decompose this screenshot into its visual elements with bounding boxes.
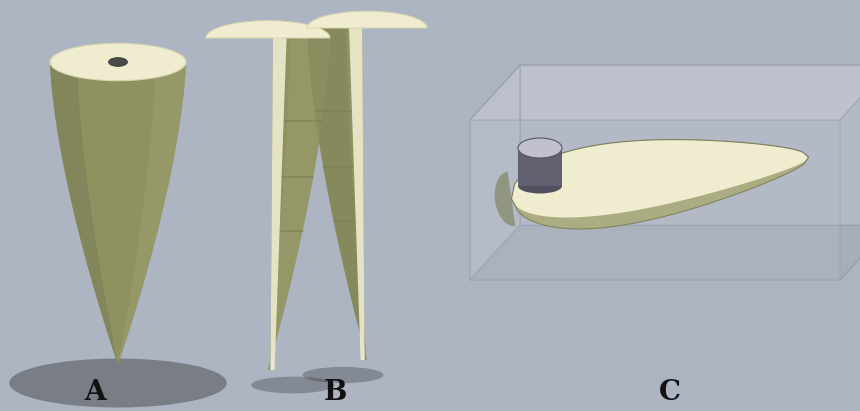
Ellipse shape <box>518 178 562 194</box>
Ellipse shape <box>50 43 186 81</box>
Polygon shape <box>512 157 808 229</box>
Polygon shape <box>118 62 186 365</box>
Polygon shape <box>268 38 330 370</box>
Polygon shape <box>518 148 562 186</box>
Ellipse shape <box>303 367 384 383</box>
Polygon shape <box>307 28 367 360</box>
Polygon shape <box>50 62 118 365</box>
Polygon shape <box>494 172 515 226</box>
Text: A: A <box>84 379 106 406</box>
Ellipse shape <box>9 358 227 407</box>
Polygon shape <box>512 140 808 229</box>
Polygon shape <box>307 28 367 360</box>
Ellipse shape <box>108 58 127 67</box>
Polygon shape <box>470 65 520 280</box>
Ellipse shape <box>518 138 562 158</box>
Polygon shape <box>271 38 286 370</box>
Text: B: B <box>323 379 347 406</box>
Polygon shape <box>206 21 330 38</box>
Polygon shape <box>470 65 860 120</box>
Ellipse shape <box>251 376 335 393</box>
Polygon shape <box>520 65 860 225</box>
Polygon shape <box>349 28 365 360</box>
Polygon shape <box>840 65 860 280</box>
Polygon shape <box>307 11 427 28</box>
Polygon shape <box>268 38 330 370</box>
Polygon shape <box>470 225 860 280</box>
Text: C: C <box>659 379 681 406</box>
Polygon shape <box>50 62 186 365</box>
Polygon shape <box>470 120 840 280</box>
